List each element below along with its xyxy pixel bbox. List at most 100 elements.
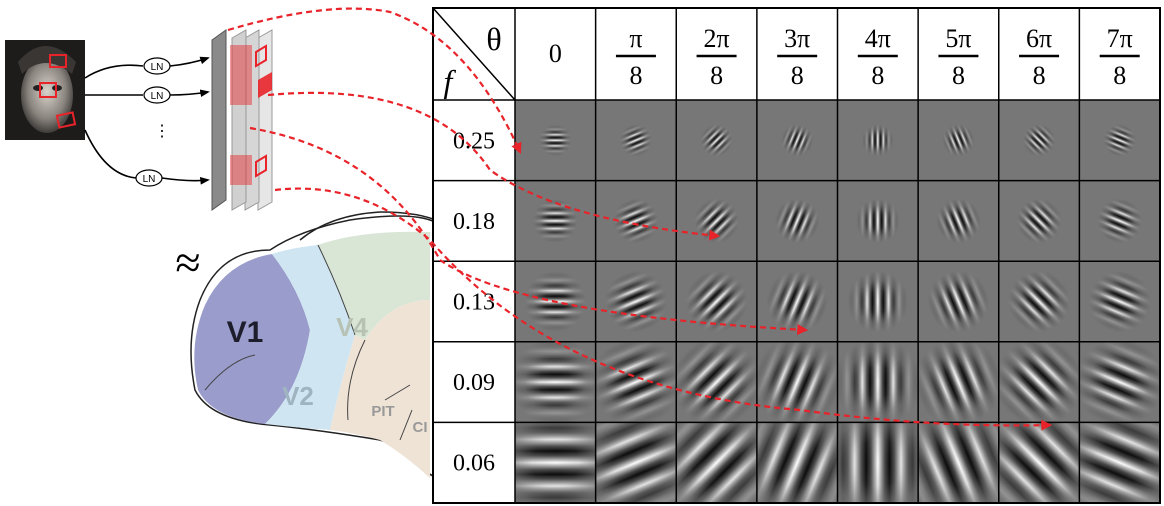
gabor-pattern [756, 261, 838, 342]
gabor-pattern [515, 180, 596, 262]
orientation-numerator: 6π [1026, 24, 1052, 53]
orientation-denominator: 8 [1033, 61, 1046, 90]
gabor-pattern [676, 341, 757, 423]
gabor-filter [837, 422, 919, 503]
gabor-filter [837, 261, 919, 342]
gabor-filter [1079, 100, 1160, 181]
gabor-pattern [918, 100, 999, 181]
gabor-filter [1079, 261, 1160, 342]
orientation-numerator: 5π [945, 24, 971, 53]
gabor-pattern [515, 422, 596, 503]
gabor-pattern [756, 100, 838, 181]
gabor-filter [998, 261, 1080, 342]
gabor-filter [676, 100, 757, 181]
area-label: V4 [336, 312, 368, 342]
frequency-label: 0.18 [453, 209, 495, 235]
orientation-denominator: 8 [1113, 61, 1126, 90]
gabor-filter [1079, 180, 1160, 262]
gabor-filter [837, 341, 919, 423]
gabor-pattern [837, 422, 919, 503]
orientation-denominator: 8 [791, 61, 804, 90]
gabor-pattern [998, 100, 1080, 181]
gabor-filter [676, 180, 757, 262]
orientation-denominator: 8 [952, 61, 965, 90]
gabor-filter [676, 341, 757, 423]
gabor-filter [515, 100, 596, 181]
gabor-pattern [837, 261, 919, 342]
gabor-filter [515, 422, 596, 503]
gabor-filter [756, 180, 838, 262]
orientation-numerator: π [629, 24, 642, 53]
gabor-filter [918, 341, 999, 423]
gabor-filter [676, 261, 757, 342]
gabor-pattern [595, 100, 677, 181]
gabor-pattern [918, 180, 999, 262]
gabor-pattern [1079, 422, 1160, 503]
feature-planes [211, 29, 273, 211]
theta-label: θ [486, 21, 501, 57]
gabor-filter [595, 180, 677, 262]
gabor-pattern [998, 422, 1080, 503]
gabor-pattern [998, 180, 1080, 262]
ln-label: LN [151, 91, 164, 102]
orientation-denominator: 8 [629, 61, 642, 90]
gabor-filter [998, 341, 1080, 423]
gabor-filter [515, 341, 596, 423]
gabor-pattern [515, 100, 596, 181]
ln-nodes: LN LN LN ⋮ [135, 57, 171, 187]
gabor-pattern [676, 100, 757, 181]
gabor-pattern [998, 341, 1080, 423]
gabor-filter [595, 341, 677, 423]
gabor-pattern [595, 180, 677, 262]
gabor-pattern [918, 422, 999, 503]
orientation-numerator: 2π [703, 24, 729, 53]
gabor-filter [918, 100, 999, 181]
gabor-pattern [918, 261, 999, 342]
gabor-filter [756, 422, 838, 503]
gabor-filter [515, 180, 596, 262]
ln-label: LN [151, 62, 164, 73]
area-label: PIT [371, 403, 394, 420]
photo [5, 40, 85, 140]
gabor-pattern [998, 261, 1080, 342]
orientation-numerator: 4π [865, 24, 891, 53]
frequency-label: 0.09 [453, 370, 495, 396]
gabor-filter [676, 422, 757, 503]
ellipsis: ⋮ [154, 123, 170, 140]
gabor-filter [837, 180, 919, 262]
filter-table: 0.250.180.130.090.060π82π83π84π85π86π87π… [432, 7, 1161, 504]
orientation-numerator: 3π [784, 24, 810, 53]
gabor-pattern [676, 180, 757, 262]
gabor-filter [837, 100, 919, 181]
orientation-numerator: 7π [1107, 24, 1133, 53]
gabor-pattern [1079, 100, 1160, 181]
gabor-filter [918, 261, 999, 342]
corner-diagonal [432, 7, 516, 101]
frequency-label: 0.06 [453, 451, 495, 477]
gabor-pattern [676, 261, 757, 342]
table-border [432, 7, 1161, 504]
gabor-filter [998, 180, 1080, 262]
gabor-pattern [595, 261, 677, 342]
frequency-label: 0.13 [453, 290, 495, 316]
gabor-filter [998, 100, 1080, 181]
gabor-pattern [756, 180, 838, 262]
gabor-pattern [756, 422, 838, 503]
gabor-pattern [595, 341, 677, 423]
gabor-filter [595, 422, 677, 503]
gabor-filter [998, 422, 1080, 503]
orientation-denominator: 8 [710, 61, 723, 90]
gabor-pattern [676, 422, 757, 503]
gabor-pattern [837, 180, 919, 262]
gabor-pattern [1079, 180, 1160, 262]
gabor-filter [595, 100, 677, 181]
gabor-pattern [837, 341, 919, 423]
gabor-filter [918, 422, 999, 503]
gabor-filter [918, 180, 999, 262]
gabor-filter [756, 261, 838, 342]
gabor-pattern [515, 341, 596, 423]
gabor-filter [595, 261, 677, 342]
gabor-pattern [595, 422, 677, 503]
gabor-pattern [1079, 261, 1160, 342]
